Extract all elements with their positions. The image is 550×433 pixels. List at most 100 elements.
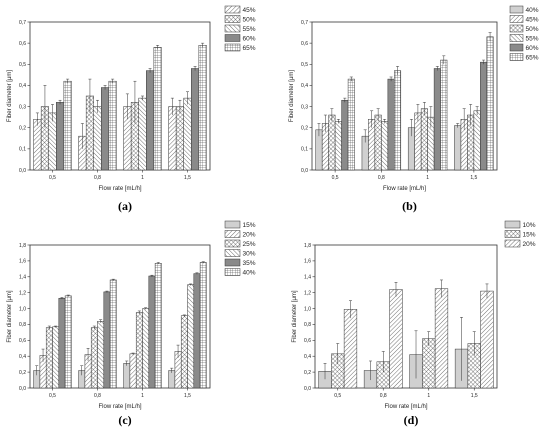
bar <box>422 338 436 389</box>
panel-label: (a) <box>118 199 132 213</box>
y-tick-label: 1,6 <box>304 259 311 265</box>
y-tick-label: 0,2 <box>19 370 26 376</box>
legend-swatch <box>224 5 241 14</box>
panel-label: (d) <box>404 413 419 427</box>
legend-label: 45% <box>526 17 539 24</box>
x-tick-label: 1,5 <box>184 175 191 181</box>
legend-swatch <box>224 24 241 33</box>
chart-panel-3: 0,0 0,2 0,4 0,6 0,8 1,0 1,2 1,4 1,6 1,8 Fiber diam… <box>7 220 256 427</box>
y-tick-label: 0,3 <box>301 104 308 110</box>
bar <box>389 289 403 389</box>
bar <box>193 273 201 389</box>
legend-swatch <box>224 268 241 276</box>
x-tick-label: 1,5 <box>471 393 478 399</box>
bar <box>97 321 105 389</box>
legend-label: 10% <box>523 222 536 229</box>
legend-swatch <box>509 43 524 52</box>
legend-label: 20% <box>523 241 536 248</box>
bar <box>58 297 66 389</box>
bar <box>168 370 176 389</box>
bar <box>420 108 428 171</box>
bar <box>343 309 358 389</box>
bar <box>198 45 207 171</box>
y-tick-label: 0,4 <box>19 354 26 360</box>
legend-label: 45% <box>243 7 256 14</box>
legend-label: 15% <box>243 222 256 229</box>
bar <box>56 102 65 171</box>
legend-label: 55% <box>243 26 256 33</box>
bar <box>440 59 448 171</box>
legend-label: 60% <box>526 45 539 52</box>
legend-swatch <box>224 34 241 42</box>
x-tick-label: 1,5 <box>184 393 191 399</box>
bar <box>101 87 110 171</box>
x-axis-label: Flow rate [mL/h] <box>383 186 426 192</box>
bar <box>52 326 60 389</box>
x-tick-label: 1 <box>141 393 144 399</box>
y-axis-label: Fiber diameter [μm] <box>289 70 295 122</box>
plot-frame <box>314 244 498 389</box>
x-tick-label: 0,5 <box>49 393 56 399</box>
y-tick-label: 1,6 <box>19 259 26 265</box>
y-tick-label: 0,0 <box>304 386 311 392</box>
y-axis-label: Fiber diameter [μm] <box>7 290 13 342</box>
bar <box>187 284 195 389</box>
bar <box>334 121 342 171</box>
y-tick-label: 0,4 <box>19 83 26 89</box>
x-tick-label: 0,8 <box>380 393 387 399</box>
legend-swatch <box>224 239 241 248</box>
y-tick-label: 0,3 <box>19 104 26 110</box>
bar <box>434 288 449 389</box>
y-tick-label: 1,0 <box>19 306 26 312</box>
x-tick-label: 0,5 <box>332 175 339 181</box>
bar <box>394 70 402 171</box>
bar <box>108 80 117 171</box>
y-tick-label: 0,8 <box>304 322 311 328</box>
y-tick-label: 1,2 <box>304 290 311 296</box>
legend-label: 25% <box>243 241 256 248</box>
x-axis-label: Flow rate [mL/h] <box>98 186 141 192</box>
bar <box>138 97 147 171</box>
bar <box>381 121 389 171</box>
y-tick-label: 0,6 <box>301 41 308 47</box>
plot-frame <box>311 21 498 171</box>
bar <box>183 97 192 171</box>
y-tick-label: 0,1 <box>19 147 26 153</box>
legend-label: 50% <box>526 26 539 33</box>
y-tick-label: 0,7 <box>19 20 26 26</box>
legend-swatch <box>224 15 241 23</box>
y-tick-label: 0,2 <box>304 370 311 376</box>
legend-label: 55% <box>526 36 539 43</box>
bar <box>191 68 200 171</box>
legend-swatch <box>504 220 521 229</box>
x-tick-label: 1 <box>141 175 144 181</box>
legend-label: 50% <box>243 17 256 24</box>
bar <box>199 262 207 389</box>
legend-swatch <box>509 53 524 61</box>
y-tick-label: 0,5 <box>301 62 308 68</box>
bar <box>93 106 102 171</box>
bar <box>45 327 53 389</box>
bar <box>328 114 336 171</box>
bar <box>135 312 143 389</box>
bar <box>123 363 131 389</box>
y-tick-label: 0,8 <box>19 322 26 328</box>
legend-swatch <box>224 249 241 257</box>
bar <box>154 263 162 389</box>
x-tick-label: 0,5 <box>49 175 56 181</box>
y-tick-label: 0,7 <box>301 20 308 26</box>
x-tick-label: 0,8 <box>94 175 101 181</box>
bar <box>48 112 57 171</box>
legend-swatch <box>509 15 524 23</box>
bar <box>374 114 382 171</box>
chart-panel-2: 0,0 0,1 0,2 0,3 0,4 0,5 0,6 0,7 Fiber diameter [… <box>289 5 539 213</box>
legend-label: 65% <box>243 45 256 52</box>
y-axis-label: Fiber diameter [μm] <box>7 70 13 122</box>
legend-label: 35% <box>243 260 256 267</box>
y-tick-label: 1,2 <box>19 290 26 296</box>
legend-label: 30% <box>243 251 256 258</box>
x-axis-label: Flow rate [mL/h] <box>98 404 141 410</box>
legend-swatch <box>509 5 524 14</box>
bar <box>90 327 98 389</box>
